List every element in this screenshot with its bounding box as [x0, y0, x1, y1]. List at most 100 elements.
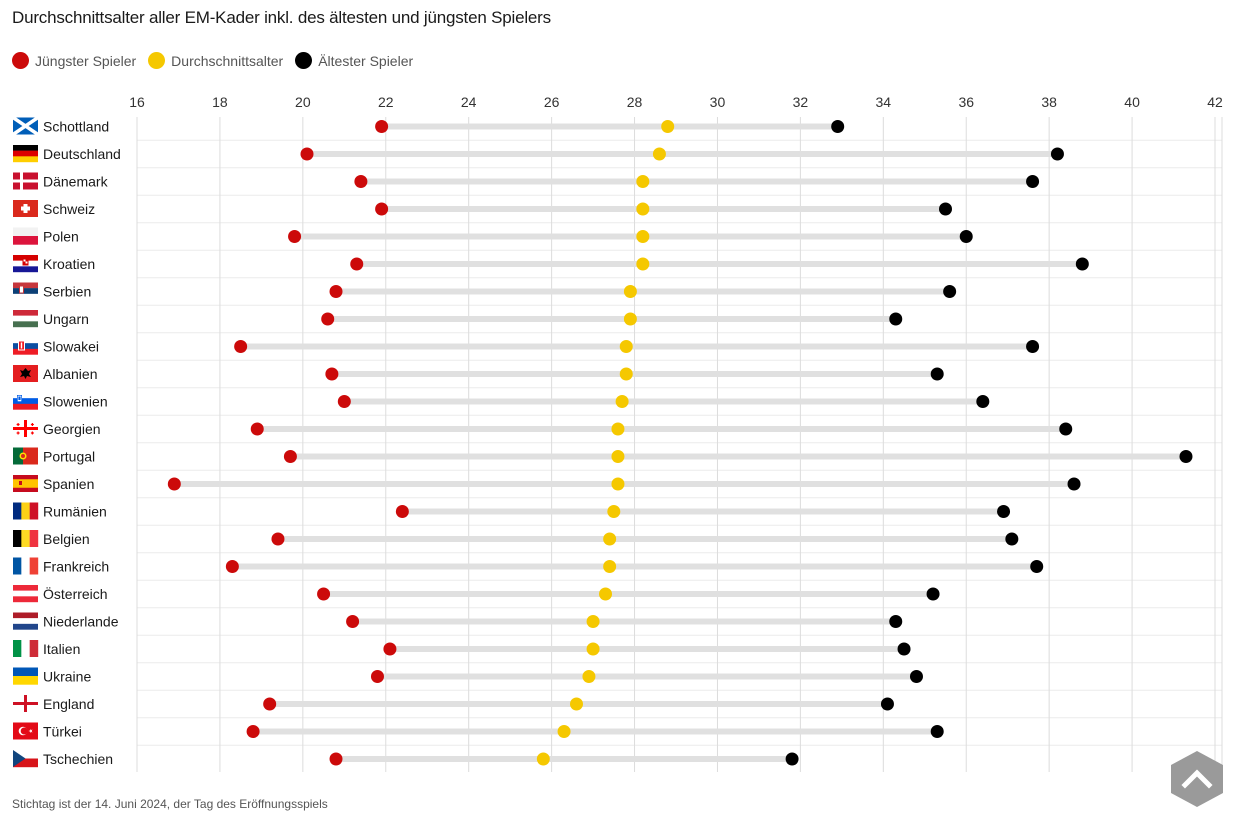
youngest-point — [283, 450, 297, 463]
country-label: Tschechien — [43, 751, 113, 767]
youngest-point — [354, 175, 368, 188]
legend-item-youngest: Jüngster Spieler — [12, 52, 136, 69]
portugal-flag-icon — [13, 447, 38, 465]
average-point — [623, 285, 637, 298]
average-point — [599, 587, 613, 601]
x-tick-label: 40 — [1124, 94, 1140, 110]
oldest-point — [889, 615, 903, 628]
average-point — [636, 257, 650, 271]
country-label: Rumänien — [43, 504, 107, 520]
oldest-point — [976, 395, 990, 408]
average-point — [636, 230, 650, 243]
average-point — [611, 422, 625, 436]
youngest-point — [375, 202, 389, 216]
youngest-point — [250, 422, 264, 436]
youngest-point — [300, 147, 314, 161]
oldest-point — [1067, 477, 1081, 491]
hungary-flag-icon — [13, 310, 38, 328]
germany-flag-icon — [13, 145, 38, 163]
average-point — [603, 532, 617, 546]
average-point — [569, 697, 583, 711]
country-label: Frankreich — [43, 559, 109, 575]
oldest-point — [1030, 560, 1044, 573]
youngest-point — [225, 560, 239, 573]
country-label: Österreich — [43, 585, 108, 602]
average-point — [636, 175, 650, 188]
legend-item-oldest: Ältester Spieler — [295, 52, 413, 69]
country-label: Deutschland — [43, 146, 121, 162]
average-point — [611, 477, 625, 491]
legend-label-youngest: Jüngster Spieler — [35, 52, 137, 69]
country-label: Belgien — [43, 531, 90, 547]
oldest-point — [897, 642, 911, 656]
dumbbell-chart: 16 18 20 22 24 26 28 30 32 34 36 38 40 42 Schottland De… — [12, 94, 1223, 772]
youngest-point — [271, 532, 285, 546]
oldest-point — [1005, 532, 1019, 546]
country-label: Slowakei — [43, 339, 99, 355]
france-flag-icon — [13, 557, 39, 575]
oldest-point — [926, 587, 940, 601]
chart-title: Durchschnittsalter aller EM-Kader inkl. … — [12, 8, 551, 27]
legend-swatch-oldest — [295, 52, 313, 69]
country-label: Schottland — [43, 119, 109, 135]
czechia-flag-icon — [13, 750, 38, 768]
x-tick-label: 30 — [710, 94, 726, 110]
youngest-point — [383, 642, 397, 656]
poland-flag-icon — [13, 227, 38, 245]
oldest-point — [1075, 257, 1089, 271]
country-label: Albanien — [43, 366, 98, 382]
oldest-point — [1026, 175, 1040, 188]
oldest-point — [959, 230, 973, 243]
average-point — [607, 505, 621, 518]
country-label: England — [43, 696, 94, 712]
oldest-point — [930, 725, 944, 738]
slovakia-flag-icon — [13, 337, 38, 355]
x-tick-label: 36 — [958, 94, 974, 110]
oldest-point — [831, 120, 845, 133]
country-label: Niederlande — [43, 614, 119, 630]
scroll-to-top-button[interactable] — [1170, 750, 1224, 808]
youngest-point — [317, 587, 331, 601]
country-label: Kroatien — [43, 256, 95, 272]
average-point — [652, 147, 666, 161]
slovenia-flag-icon — [13, 392, 38, 410]
netherlands-flag-icon — [13, 612, 38, 630]
denmark-flag-icon — [13, 172, 38, 190]
spain-flag-icon — [13, 475, 38, 492]
georgia-flag-icon — [13, 420, 38, 437]
youngest-point — [375, 120, 389, 133]
oldest-point — [880, 697, 894, 711]
youngest-point — [325, 367, 339, 381]
average-point — [536, 752, 550, 766]
legend: Jüngster Spieler Durchschnittsalter Älte… — [12, 52, 425, 69]
average-point — [582, 670, 596, 683]
legend-swatch-average — [148, 52, 166, 69]
youngest-point — [246, 725, 260, 738]
youngest-point — [329, 752, 343, 766]
country-label: Slowenien — [43, 394, 108, 410]
average-point — [615, 395, 629, 408]
austria-flag-icon — [13, 585, 38, 603]
x-tick-label: 26 — [544, 94, 560, 110]
x-tick-label: 38 — [1041, 94, 1057, 110]
albania-flag-icon — [13, 365, 38, 382]
x-tick-label: 24 — [461, 94, 477, 110]
ukraine-flag-icon — [13, 667, 38, 685]
average-point — [636, 202, 650, 216]
oldest-point — [943, 285, 957, 298]
average-point — [619, 367, 633, 381]
belgium-flag-icon — [13, 530, 39, 547]
youngest-point — [350, 257, 364, 271]
x-tick-label: 18 — [212, 94, 228, 110]
country-label: Schweiz — [43, 201, 95, 217]
average-point — [611, 450, 625, 463]
x-tick-label: 32 — [793, 94, 809, 110]
x-tick-label: 42 — [1207, 94, 1223, 110]
scotland-flag-icon — [12, 116, 39, 136]
turkey-flag-icon — [13, 722, 38, 740]
x-tick-label: 28 — [627, 94, 643, 110]
youngest-point — [321, 312, 335, 326]
oldest-point — [997, 505, 1011, 518]
oldest-point — [930, 367, 944, 381]
oldest-point — [889, 312, 903, 326]
